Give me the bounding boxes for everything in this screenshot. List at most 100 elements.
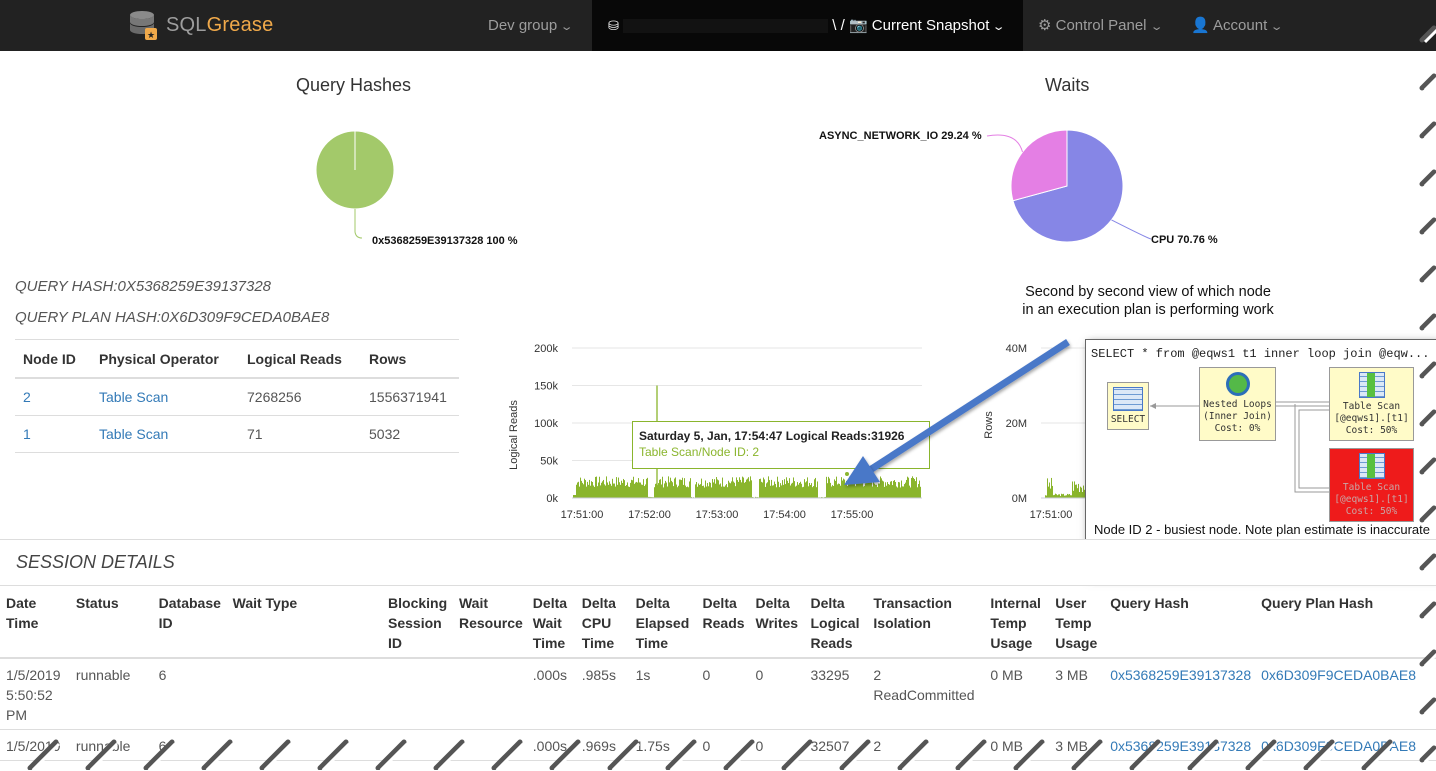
control-panel-dropdown[interactable]: ⚙ Control Panel⌄	[1038, 0, 1161, 51]
area-sample-bar	[589, 480, 590, 498]
area-sample-bar	[646, 479, 647, 498]
area-sample-bar	[814, 479, 815, 498]
table-icon	[1113, 387, 1143, 411]
area-sample-bar	[732, 477, 733, 498]
operator-link[interactable]: Table Scan	[99, 389, 168, 405]
column-header[interactable]: Wait Type	[227, 587, 382, 658]
column-header[interactable]: Database ID	[153, 587, 227, 658]
column-header[interactable]: Date Time	[0, 587, 70, 658]
session-cell: runnable	[70, 730, 153, 761]
pie-label-connector	[987, 135, 1022, 152]
column-header[interactable]: Query Hash	[1104, 587, 1255, 658]
area-sample-bar	[679, 480, 680, 498]
column-header[interactable]: Logical Reads	[239, 340, 361, 379]
brand-logo[interactable]: ★ SQLGrease	[128, 8, 273, 42]
torn-edge-mark	[1422, 76, 1434, 88]
area-sample-bar	[781, 485, 782, 498]
node-id-link[interactable]: 1	[23, 426, 31, 442]
area-sample-bar	[584, 479, 585, 498]
column-header[interactable]: Delta Writes	[750, 587, 805, 658]
column-header[interactable]: Physical Operator	[91, 340, 239, 379]
area-sample-bar	[736, 477, 737, 498]
area-sample-bar	[706, 487, 707, 498]
snapshot-dropdown[interactable]: ⛁ \ / 📷 Current Snapshot⌄	[592, 0, 1023, 51]
area-sample-bar	[785, 484, 786, 498]
column-header[interactable]: Rows	[361, 340, 459, 379]
area-sample-bar	[673, 486, 674, 498]
query-hash-link[interactable]: 0x5368259E39137328	[1110, 667, 1251, 683]
area-sample-bar	[737, 480, 738, 498]
plan-node-select[interactable]: SELECT	[1107, 382, 1149, 430]
query-hash-slice-label: 0x5368259E39137328 100 %	[372, 235, 518, 247]
area-sample-bar	[800, 482, 801, 498]
area-sample-bar	[617, 485, 618, 498]
group-label: Dev group	[488, 17, 557, 34]
area-sample-bar	[596, 477, 597, 498]
column-header[interactable]: Delta Wait Time	[527, 587, 576, 658]
area-sample-bar	[580, 478, 581, 498]
column-header[interactable]: Status	[70, 587, 153, 658]
area-sample-bar	[792, 483, 793, 498]
logical-reads-cell: 7268256	[239, 378, 361, 416]
column-header[interactable]: Query Plan Hash	[1255, 587, 1436, 658]
column-header[interactable]: Delta CPU Time	[576, 587, 630, 658]
area-sample-bar	[684, 478, 685, 498]
column-header[interactable]: User Temp Usage	[1049, 587, 1104, 658]
session-cell: 3 MB	[1049, 658, 1104, 730]
plan-node-nested-loops[interactable]: Nested Loops (Inner Join) Cost: 0%	[1199, 367, 1276, 441]
session-cell: 1/5/2019 5:50:52 PM	[0, 658, 70, 730]
query-hash-link[interactable]: 0x5368259E39137328	[1110, 738, 1251, 754]
column-header[interactable]: Transaction Isolation	[867, 587, 984, 658]
column-header[interactable]: Delta Elapsed Time	[630, 587, 697, 658]
area-sample-bar	[729, 483, 730, 498]
area-sample-bar	[828, 477, 829, 498]
torn-edge-gap	[1425, 270, 1436, 282]
area-sample-bar	[739, 477, 740, 498]
query-plan-hash-link[interactable]: 0x6D309F9CEDA0BAE8	[1261, 738, 1416, 754]
svg-text:★: ★	[147, 31, 155, 41]
brand-name: SQLGrease	[166, 14, 273, 37]
area-sample-bar	[588, 485, 589, 498]
column-header[interactable]: Internal Temp Usage	[984, 587, 1049, 658]
area-sample-bar	[784, 479, 785, 498]
column-header[interactable]: Blocking Session ID	[382, 587, 453, 658]
area-sample-bar	[661, 484, 662, 498]
plan-node-table-scan-2-busiest[interactable]: Table Scan [@eqws1].[t1] Cost: 50%	[1329, 448, 1414, 522]
column-header[interactable]: Wait Resource	[453, 587, 527, 658]
area-sample-bar	[733, 482, 734, 498]
area-sample-bar	[681, 480, 682, 498]
area-sample-bar	[587, 482, 588, 498]
area-sample-bar	[775, 484, 776, 498]
area-sample-bar	[613, 484, 614, 498]
y-axis-label: Logical Reads	[508, 400, 520, 470]
area-sample-bar	[744, 483, 745, 498]
plan-node-table-scan-1[interactable]: Table Scan [@eqws1].[t1] Cost: 50%	[1329, 367, 1414, 441]
area-sample-bar	[700, 484, 701, 498]
area-sample-bar	[798, 485, 799, 498]
area-sample-bar	[601, 483, 602, 498]
node-id-link[interactable]: 2	[23, 389, 31, 405]
area-sample-bar	[619, 482, 620, 498]
area-sample-bar	[623, 479, 624, 498]
group-dropdown[interactable]: Dev group⌄	[488, 0, 571, 51]
area-sample-bar	[599, 477, 600, 498]
area-sample-bar	[707, 483, 708, 498]
node-table-header-row: Node ID Physical Operator Logical Reads …	[15, 340, 459, 379]
database-logo-icon: ★	[128, 9, 160, 41]
area-sample-bar	[640, 483, 641, 498]
operator-link[interactable]: Table Scan	[99, 426, 168, 442]
query-plan-hash-link[interactable]: 0x6D309F9CEDA0BAE8	[1261, 667, 1416, 683]
column-header[interactable]: Delta Reads	[697, 587, 750, 658]
column-header[interactable]: Delta Logical Reads	[804, 587, 867, 658]
area-sample-bar	[672, 482, 673, 498]
session-cell: 1/5/2019	[0, 730, 70, 761]
column-header[interactable]: Node ID	[15, 340, 91, 379]
account-dropdown[interactable]: 👤 Account⌄	[1191, 0, 1281, 51]
top-navbar: ★ SQLGrease Dev group⌄ ⛁ \ / 📷 Current S…	[0, 0, 1436, 51]
session-cell: .000s	[527, 730, 576, 761]
session-cell: 33295	[804, 658, 867, 730]
query-hashes-title: Query Hashes	[296, 75, 411, 96]
area-sample-bar	[779, 487, 780, 498]
plan-node-table: Node ID Physical Operator Logical Reads …	[15, 339, 459, 453]
